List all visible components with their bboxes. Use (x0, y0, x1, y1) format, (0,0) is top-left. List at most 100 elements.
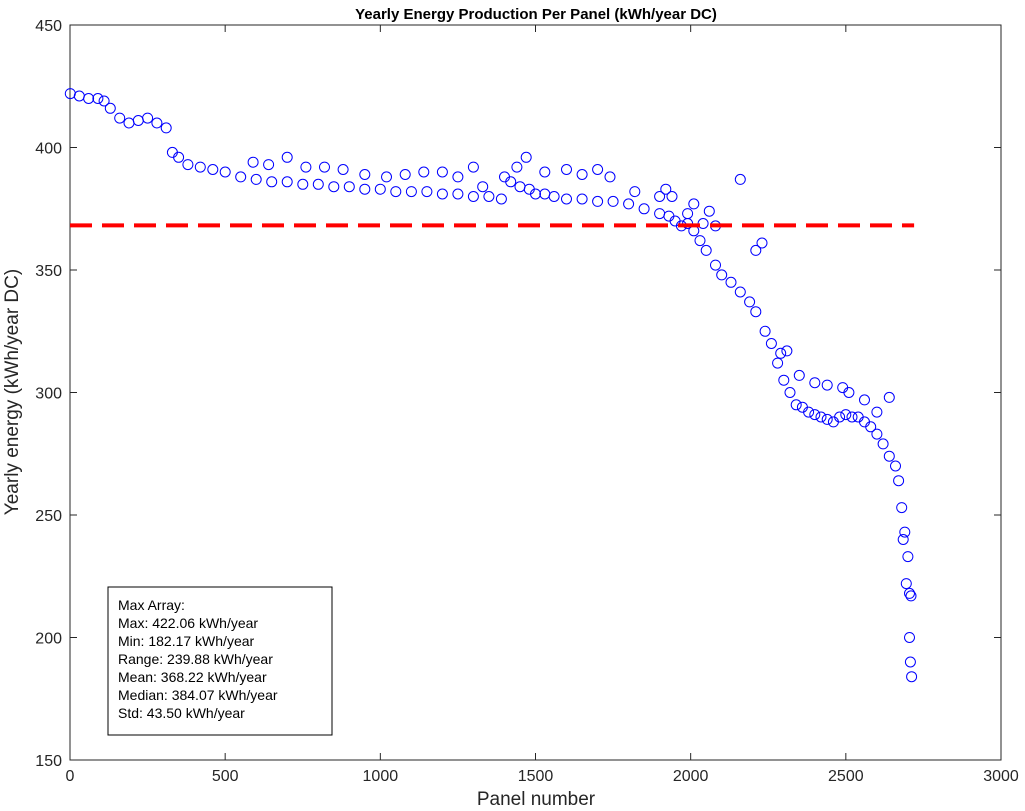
data-point (247, 156, 259, 168)
stats-line: Max: 422.06 kWh/year (118, 615, 258, 631)
data-point (83, 93, 95, 104)
x-tick-label: 3000 (983, 768, 1019, 785)
data-point (337, 164, 349, 175)
data-point (328, 181, 340, 193)
data-point (904, 587, 915, 599)
axis-ticks: 0 500 1000 1500 2000 2500 3000 150 200 250 300 350 4… (35, 18, 1019, 785)
data-point (906, 671, 918, 683)
x-tick-label: 0 (66, 768, 75, 785)
data-point (734, 286, 746, 298)
data-point (666, 191, 678, 202)
y-tick-label: 250 (35, 508, 62, 525)
data-point (421, 186, 433, 198)
y-tick-label: 150 (35, 753, 62, 770)
stats-line: Mean: 368.22 kWh/year (118, 669, 267, 685)
data-point (495, 193, 507, 205)
data-point (92, 93, 104, 104)
data-point (815, 411, 827, 423)
data-point (263, 159, 275, 171)
data-point (483, 191, 495, 202)
data-point (688, 198, 700, 210)
data-point (281, 176, 293, 188)
data-point (207, 164, 219, 175)
data-point (530, 188, 541, 200)
data-point (151, 117, 163, 129)
data-point (871, 406, 883, 418)
data-point (809, 409, 821, 421)
data-point (629, 186, 641, 198)
data-point (604, 171, 616, 183)
data-point (623, 198, 635, 210)
data-point (359, 169, 371, 180)
data-point (784, 387, 796, 398)
data-point (793, 369, 805, 381)
stats-line: Median: 384.07 kWh/year (118, 687, 278, 703)
data-point (436, 188, 448, 200)
stats-line: Std: 43.50 kWh/year (118, 705, 245, 721)
data-point (312, 178, 324, 190)
data-point (297, 178, 309, 190)
data-point (843, 387, 855, 398)
data-point (638, 203, 650, 215)
data-point (821, 379, 833, 391)
data-point (607, 195, 619, 207)
data-point (682, 208, 694, 220)
data-point (343, 181, 355, 193)
data-point (790, 399, 802, 411)
data-point (700, 244, 712, 256)
data-point (142, 112, 154, 124)
x-tick-label: 2500 (828, 768, 864, 785)
data-point (778, 374, 790, 386)
x-tick-label: 2000 (673, 768, 709, 785)
y-tick-label: 300 (35, 386, 62, 403)
data-point (890, 460, 901, 472)
y-tick-label: 450 (35, 18, 62, 35)
data-point (703, 205, 715, 217)
data-point (467, 161, 479, 173)
data-point (98, 95, 110, 107)
data-point (477, 181, 489, 193)
data-point (266, 176, 278, 188)
data-point (775, 347, 787, 359)
data-point (756, 237, 768, 249)
stats-line: Range: 239.88 kWh/year (118, 651, 273, 667)
data-point (750, 244, 762, 256)
data-point (300, 161, 312, 173)
x-tick-label: 1000 (363, 768, 399, 785)
data-point (750, 306, 762, 318)
data-point (405, 186, 417, 198)
y-tick-label: 350 (35, 263, 62, 280)
data-point (576, 169, 588, 180)
data-point (781, 345, 793, 357)
data-point (182, 159, 194, 171)
data-point (865, 421, 877, 433)
chart-title: Yearly Energy Production Per Panel (kWh/… (355, 6, 717, 23)
stats-line: Max Array: (118, 597, 185, 613)
data-point (452, 188, 464, 200)
data-point (765, 338, 777, 349)
data-point (821, 413, 833, 425)
data-point (319, 161, 330, 173)
data-point (899, 526, 911, 538)
data-point (840, 409, 852, 421)
data-point (834, 411, 846, 423)
data-point (759, 325, 771, 337)
stats-line: Min: 182.17 kWh/year (118, 633, 255, 649)
data-point (893, 475, 905, 487)
data-point (592, 195, 604, 207)
data-point (725, 276, 737, 288)
x-tick-label: 500 (212, 768, 239, 785)
stats-box-frame (107, 586, 333, 736)
data-point (390, 186, 402, 198)
stats-box: Max Array: Max: 422.06 kWh/year Min: 182.1… (107, 586, 333, 736)
data-point (716, 269, 728, 281)
data-point (194, 161, 206, 173)
y-tick-label: 200 (35, 631, 62, 648)
data-point (897, 534, 909, 545)
data-point (859, 394, 870, 406)
data-point (235, 171, 247, 183)
data-point (809, 377, 821, 389)
data-point (772, 357, 784, 369)
data-point (114, 112, 126, 124)
data-point (548, 191, 560, 202)
